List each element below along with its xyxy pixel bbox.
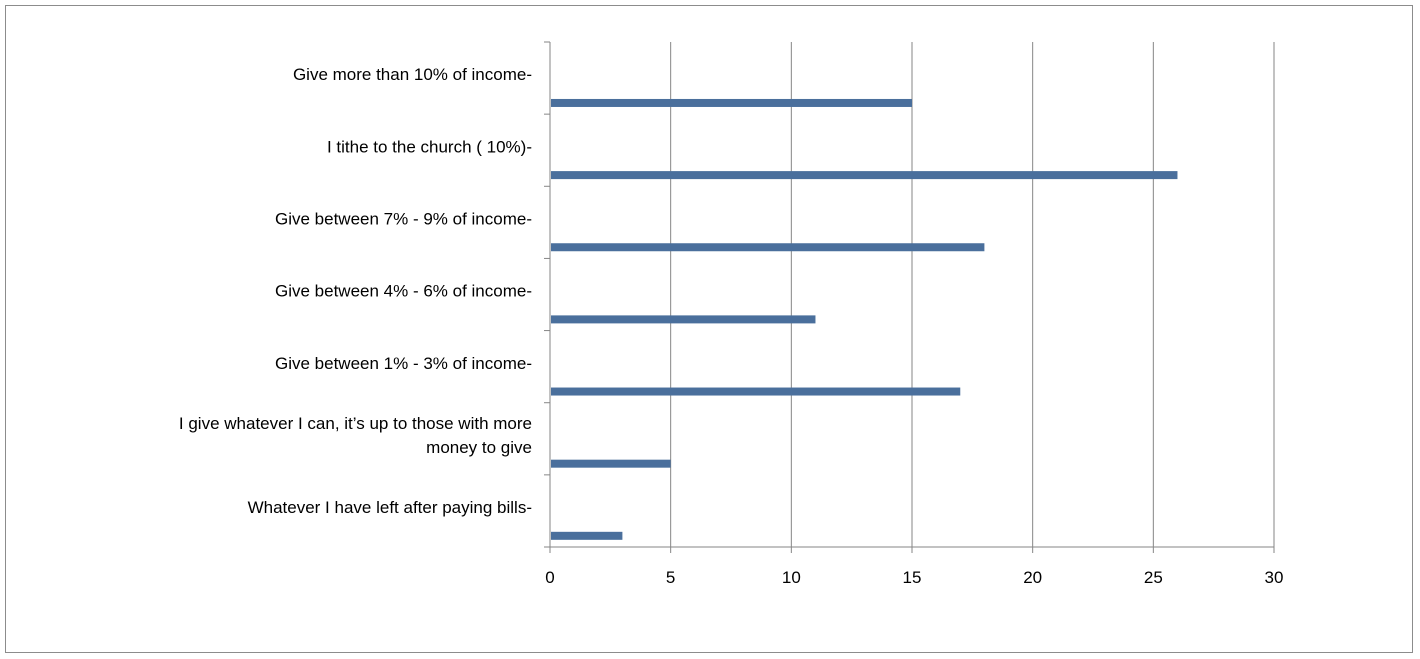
category-label: Give between 7% - 9% of income- [275,210,532,229]
chart-frame: Give more than 10% of income- I tithe to … [5,5,1413,653]
category-label: Give between 1% - 3% of income- [275,354,532,373]
category-label: money to give [426,438,532,457]
bar [551,315,816,324]
x-tick-labels: 0 5 10 15 20 25 30 [545,568,1283,587]
bar-chart: Give more than 10% of income- I tithe to … [179,41,1283,587]
category-label: Give between 4% - 6% of income- [275,282,532,301]
x-tick-label: 25 [1144,568,1163,587]
gridlines [670,42,1275,547]
bar [551,531,623,540]
x-tick-label: 10 [782,568,801,587]
x-tick-label: 20 [1023,568,1042,587]
bar [551,387,961,396]
x-tick-label: 5 [666,568,675,587]
category-label: Whatever I have left after paying bills- [248,498,532,517]
x-tick-label: 0 [545,568,554,587]
bar [551,459,671,468]
category-labels: Give more than 10% of income- I tithe to … [179,65,532,517]
x-tick-label: 15 [903,568,922,587]
bar [551,98,912,107]
category-label: I tithe to the church ( 10%)- [327,137,532,156]
bar [551,171,1178,180]
bar [551,243,985,252]
bars [551,98,1178,540]
category-label: I give whatever I can, it’s up to those … [179,414,532,433]
category-label: Give more than 10% of income- [293,65,532,84]
axes [544,41,1275,553]
x-tick-label: 30 [1265,568,1284,587]
